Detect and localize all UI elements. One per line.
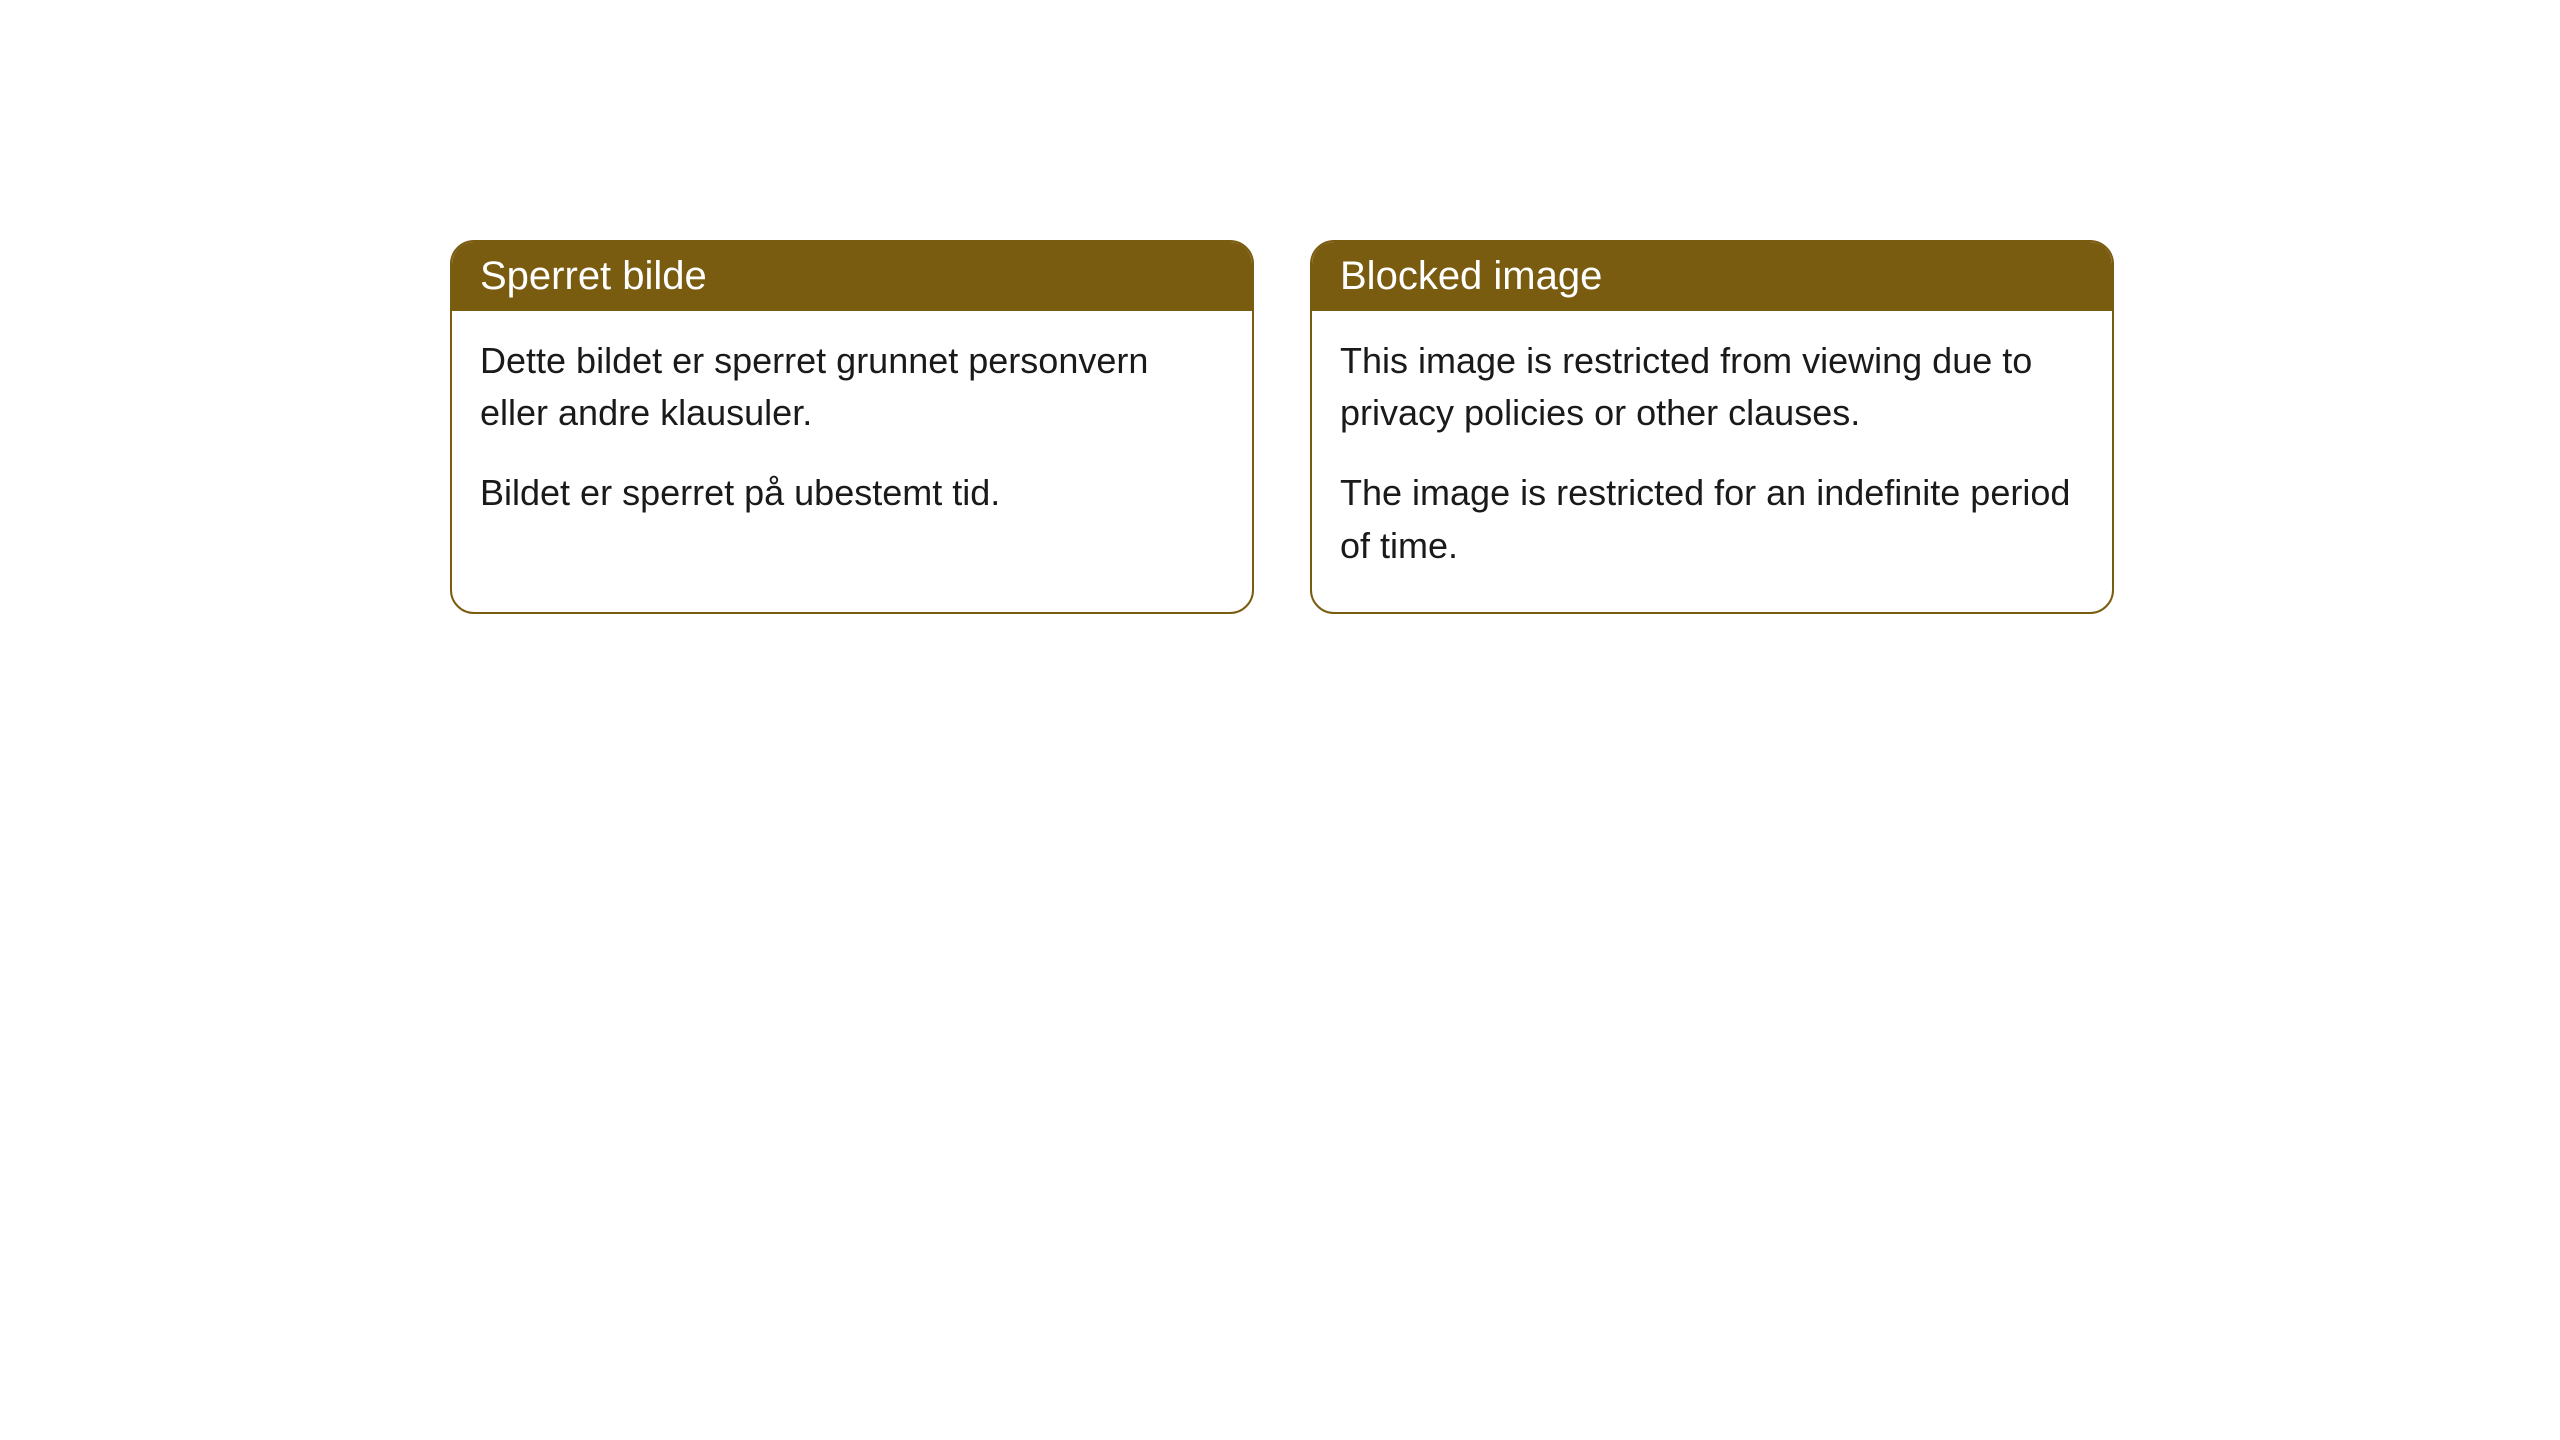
card-header-en: Blocked image: [1312, 242, 2112, 311]
card-body-en: This image is restricted from viewing du…: [1312, 311, 2112, 612]
blocked-image-card-en: Blocked image This image is restricted f…: [1310, 240, 2114, 614]
card-title-no: Sperret bilde: [480, 254, 707, 298]
card-paragraph-no-2: Bildet er sperret på ubestemt tid.: [480, 467, 1224, 519]
card-paragraph-en-1: This image is restricted from viewing du…: [1340, 335, 2084, 439]
notice-container: Sperret bilde Dette bildet er sperret gr…: [0, 0, 2560, 614]
card-body-no: Dette bildet er sperret grunnet personve…: [452, 311, 1252, 560]
card-paragraph-no-1: Dette bildet er sperret grunnet personve…: [480, 335, 1224, 439]
blocked-image-card-no: Sperret bilde Dette bildet er sperret gr…: [450, 240, 1254, 614]
card-title-en: Blocked image: [1340, 254, 1602, 298]
card-header-no: Sperret bilde: [452, 242, 1252, 311]
card-paragraph-en-2: The image is restricted for an indefinit…: [1340, 467, 2084, 571]
